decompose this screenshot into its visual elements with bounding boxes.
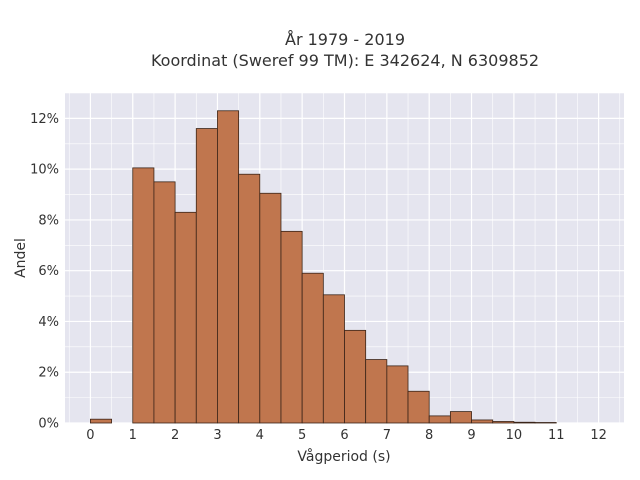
histogram-bar-18 [492, 421, 515, 424]
histogram-bar-15 [428, 415, 451, 424]
x-tick-label: 8 [425, 428, 433, 443]
x-axis-label: Vågperiod (s) [297, 448, 390, 465]
histogram-bar-8 [280, 230, 303, 424]
x-tick-label: 7 [383, 428, 391, 443]
chart-title-line2: Koordinat (Sweref 99 TM): E 342624, N 63… [151, 51, 539, 70]
histogram-bar-9 [301, 272, 324, 424]
histogram-bar-11 [344, 329, 367, 424]
histogram-bar-10 [322, 294, 345, 424]
y-tick-label: 8% [38, 213, 59, 228]
x-tick-label: 3 [213, 428, 221, 443]
x-tick-label: 2 [171, 428, 179, 443]
y-tick-label: 4% [38, 315, 59, 330]
histogram-bar-17 [471, 419, 494, 424]
y-tick-label: 10% [30, 163, 59, 178]
histogram-bar-12 [365, 359, 388, 424]
y-ticks: 0% 2% 4% 6% 8% 10% 12% [30, 112, 59, 432]
histogram-bar-14 [407, 390, 430, 424]
x-tick-label: 0 [86, 428, 94, 443]
y-tick-label: 2% [38, 366, 59, 381]
histogram-bar-1 [132, 167, 155, 424]
chart-title-line1: År 1979 - 2019 [285, 30, 405, 49]
x-tick-label: 1 [129, 428, 137, 443]
histogram-bar-0 [90, 418, 112, 424]
histogram-bar-4 [195, 128, 218, 424]
histogram-bar-20 [534, 422, 557, 424]
x-tick-label: 12 [590, 428, 607, 443]
histogram-bar-3 [174, 211, 197, 424]
histogram-bar-13 [386, 365, 409, 424]
histogram-bar-19 [513, 421, 536, 424]
x-tick-label: 6 [340, 428, 348, 443]
bars [90, 110, 557, 424]
x-tick-label: 11 [548, 428, 565, 443]
histogram-bar-7 [259, 192, 282, 424]
x-tick-label: 9 [467, 428, 475, 443]
histogram-bar-2 [153, 181, 176, 424]
x-tick-label: 10 [506, 428, 523, 443]
x-ticks: 0 1 2 3 4 5 6 7 8 9 10 11 12 [86, 428, 607, 443]
histogram-bar-6 [238, 173, 261, 424]
histogram-bar-5 [217, 110, 240, 424]
y-tick-label: 12% [30, 112, 59, 127]
y-tick-label: 6% [38, 264, 59, 279]
histogram-bar-16 [449, 411, 472, 424]
y-tick-label: 0% [38, 417, 59, 432]
y-axis-label: Andel [13, 238, 29, 278]
x-tick-label: 5 [298, 428, 306, 443]
x-tick-label: 4 [256, 428, 264, 443]
